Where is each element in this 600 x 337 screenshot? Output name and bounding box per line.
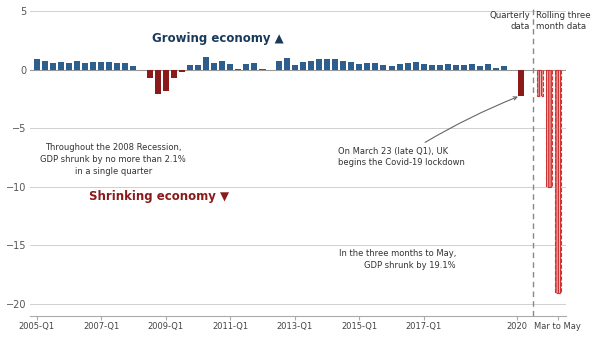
Bar — [324, 59, 330, 70]
Bar — [122, 63, 128, 70]
Text: In the three months to May,
GDP shrunk by 19.1%: In the three months to May, GDP shrunk b… — [338, 249, 456, 270]
Bar — [130, 66, 136, 70]
Bar — [114, 63, 121, 70]
Bar — [187, 65, 193, 70]
Bar — [146, 70, 152, 78]
Bar — [66, 63, 72, 70]
Bar — [155, 70, 161, 94]
Bar — [292, 65, 298, 70]
Bar — [397, 64, 403, 70]
Bar — [413, 62, 419, 70]
Bar — [259, 69, 266, 70]
Bar — [219, 61, 225, 70]
Bar — [469, 64, 475, 70]
Bar — [58, 62, 64, 70]
Bar — [284, 58, 290, 70]
Bar — [98, 62, 104, 70]
Bar — [554, 70, 560, 293]
Bar — [340, 61, 346, 70]
Bar — [502, 66, 508, 70]
Bar — [348, 62, 354, 70]
Bar — [437, 65, 443, 70]
Bar — [453, 65, 459, 70]
Bar — [389, 66, 395, 70]
Bar — [429, 65, 435, 70]
Bar — [211, 63, 217, 70]
Bar — [106, 62, 112, 70]
Text: Quarterly
data: Quarterly data — [490, 11, 530, 31]
Bar — [251, 63, 257, 70]
Bar — [546, 70, 552, 187]
Bar — [404, 63, 410, 70]
Bar — [493, 67, 499, 70]
Bar — [546, 70, 552, 187]
Bar — [316, 59, 322, 70]
Bar — [356, 64, 362, 70]
Bar — [90, 62, 96, 70]
Bar — [171, 70, 177, 78]
Bar — [445, 64, 451, 70]
Text: Rolling three
month data: Rolling three month data — [536, 11, 590, 31]
Bar — [34, 59, 40, 70]
Bar — [421, 64, 427, 70]
Bar — [485, 64, 491, 70]
Text: Shrinking economy ▼: Shrinking economy ▼ — [89, 190, 229, 203]
Bar — [42, 61, 48, 70]
Bar — [477, 66, 483, 70]
Bar — [461, 65, 467, 70]
Bar — [537, 70, 543, 96]
Bar — [203, 57, 209, 70]
Bar — [380, 65, 386, 70]
Bar — [300, 62, 306, 70]
Bar — [74, 61, 80, 70]
Bar — [227, 64, 233, 70]
Bar — [195, 65, 201, 70]
Bar — [235, 69, 241, 70]
Bar — [537, 70, 543, 96]
Bar — [554, 70, 560, 293]
Bar — [179, 70, 185, 72]
Bar — [275, 61, 281, 70]
Bar — [518, 70, 524, 96]
Bar — [244, 64, 250, 70]
Bar — [50, 63, 56, 70]
Bar — [163, 70, 169, 91]
Text: Growing economy ▲: Growing economy ▲ — [152, 32, 283, 44]
Text: On March 23 (late Q1), UK
begins the Covid-19 lockdown: On March 23 (late Q1), UK begins the Cov… — [338, 97, 517, 167]
Bar — [82, 63, 88, 70]
Bar — [364, 63, 370, 70]
Bar — [332, 59, 338, 70]
Bar — [308, 61, 314, 70]
Bar — [373, 63, 379, 70]
Text: Throughout the 2008 Recession,
GDP shrunk by no more than 2.1%
in a single quart: Throughout the 2008 Recession, GDP shrun… — [40, 144, 186, 176]
